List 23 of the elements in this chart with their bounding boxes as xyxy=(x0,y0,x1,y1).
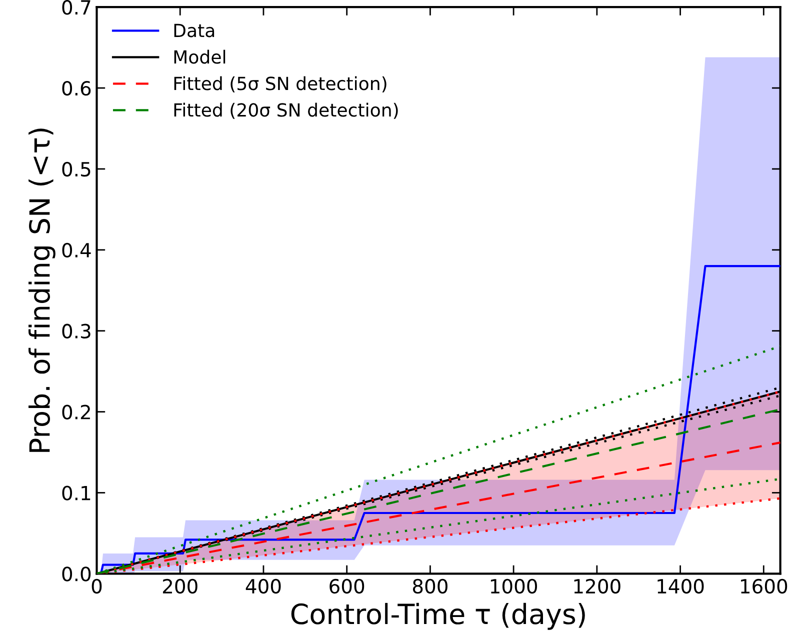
x-tick-label: 600 xyxy=(330,578,364,594)
x-tick-label: 1600 xyxy=(741,578,788,594)
y-tick-label: 0.5 xyxy=(62,162,90,177)
x-tick-label: 800 xyxy=(412,578,448,594)
y-tick-label: 0.4 xyxy=(62,242,91,258)
x-tick-label: 0 xyxy=(92,578,102,594)
x-tick-label: 400 xyxy=(246,578,281,594)
x-tick-label: 1400 xyxy=(658,578,704,594)
y-tick-label: 0.6 xyxy=(62,80,91,96)
legend-label: Fitted (20σ SN detection) xyxy=(174,102,398,119)
x-tick-label: 1200 xyxy=(574,578,620,594)
x-tick-label: 200 xyxy=(162,578,198,594)
y-axis-title: Prob. of finding SN (<τ) xyxy=(28,128,56,452)
y-tick-label: 0.0 xyxy=(62,566,91,582)
y-tick-label: 0.2 xyxy=(62,404,90,420)
legend-label: Fitted (5σ SN detection) xyxy=(174,76,386,92)
legend-label: Model xyxy=(174,50,226,64)
y-tick-label: 0.1 xyxy=(62,486,90,500)
x-tick-label: 1000 xyxy=(490,578,538,594)
y-tick-label: 0.3 xyxy=(62,324,90,339)
x-axis-title: Control-Time τ (days) xyxy=(291,602,585,630)
legend-label: Data xyxy=(174,24,214,38)
y-tick-label: 0.7 xyxy=(62,0,90,15)
